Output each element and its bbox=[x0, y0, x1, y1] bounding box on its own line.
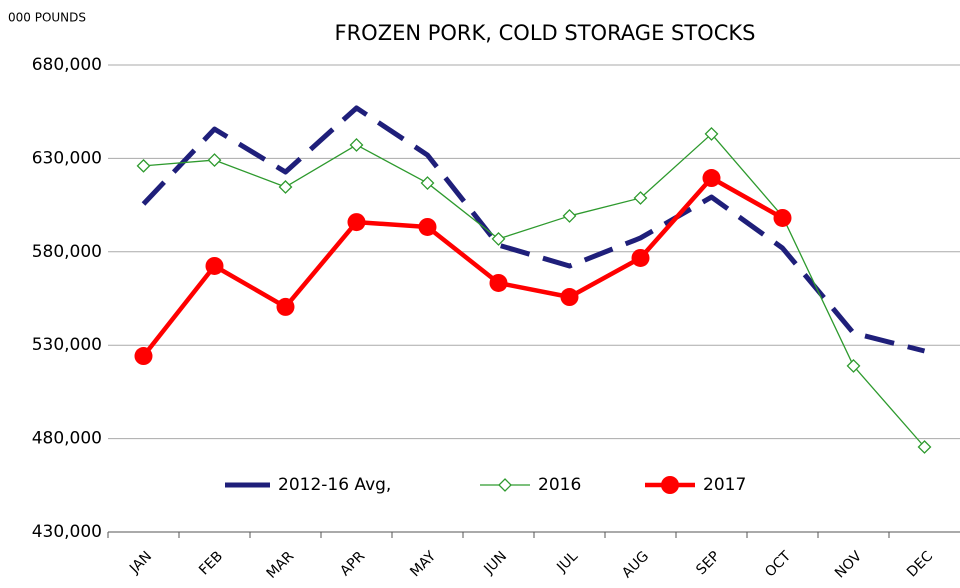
data-point bbox=[349, 138, 364, 152]
legend-label: 2017 bbox=[703, 475, 746, 495]
legend-marker bbox=[498, 478, 512, 492]
y-tick-label: 580,000 bbox=[32, 242, 102, 262]
data-point bbox=[704, 127, 719, 141]
x-tick-label: FEB bbox=[196, 548, 226, 578]
x-tick-label: OCT bbox=[762, 548, 794, 580]
data-point bbox=[278, 180, 293, 194]
data-point bbox=[773, 208, 792, 227]
data-point bbox=[631, 248, 650, 267]
x-tick-label: JUN bbox=[481, 548, 511, 578]
y-tick-label: 530,000 bbox=[32, 335, 102, 355]
series-line bbox=[143, 133, 925, 448]
chart-title: FROZEN PORK, COLD STORAGE STOCKS bbox=[335, 21, 756, 45]
data-point bbox=[418, 217, 437, 236]
data-point bbox=[347, 213, 366, 232]
data-point bbox=[633, 191, 648, 205]
x-tick-label: APR bbox=[337, 548, 368, 579]
x-tick-label: JUL bbox=[553, 548, 581, 576]
legend-label: 2012-16 Avg, bbox=[278, 475, 391, 495]
data-point bbox=[846, 359, 861, 373]
data-point bbox=[420, 176, 435, 190]
y-tick-label: 630,000 bbox=[32, 148, 102, 168]
x-tick-label: AUG bbox=[619, 548, 652, 581]
x-tick-label: MAR bbox=[264, 548, 298, 582]
data-point bbox=[207, 153, 222, 168]
x-tick-label: NOV bbox=[832, 548, 865, 581]
x-tick-label: DEC bbox=[904, 548, 936, 580]
data-point bbox=[134, 347, 153, 366]
data-point bbox=[205, 256, 224, 275]
data-point bbox=[562, 209, 577, 223]
y-tick-label: 680,000 bbox=[32, 55, 102, 75]
x-tick-label: MAY bbox=[407, 548, 439, 580]
data-point bbox=[136, 158, 151, 173]
data-point bbox=[702, 169, 721, 188]
y-tick-label: 430,000 bbox=[32, 522, 102, 542]
data-point bbox=[491, 231, 506, 246]
y-axis-label: 000 POUNDS bbox=[8, 11, 86, 25]
data-point bbox=[489, 273, 508, 292]
legend-marker bbox=[661, 476, 679, 494]
x-tick-label: SEP bbox=[693, 548, 723, 578]
data-point bbox=[276, 297, 295, 316]
x-tick-label: JAN bbox=[126, 548, 155, 577]
data-point bbox=[917, 440, 932, 454]
series-line bbox=[141, 105, 926, 354]
data-point bbox=[560, 288, 579, 307]
series-line bbox=[141, 175, 784, 358]
legend-label: 2016 bbox=[538, 475, 581, 495]
y-tick-label: 480,000 bbox=[32, 429, 102, 449]
